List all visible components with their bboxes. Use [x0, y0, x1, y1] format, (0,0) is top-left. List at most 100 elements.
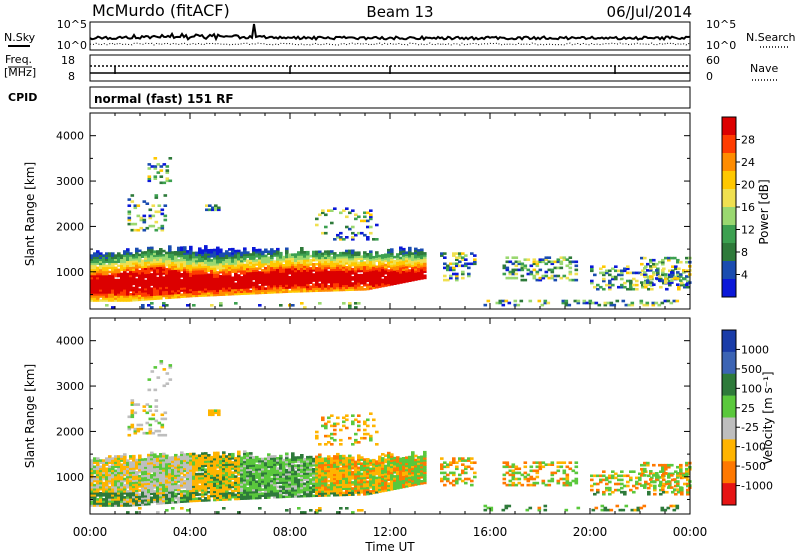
- heatmap-cell: [276, 272, 280, 275]
- heatmap-cell: [686, 285, 690, 289]
- heatmap-cell: [192, 278, 196, 281]
- heatmap-cell: [150, 486, 154, 489]
- heatmap-cell: [210, 281, 214, 285]
- heatmap-cell: [141, 472, 145, 476]
- heatmap-cell: [255, 472, 259, 475]
- heatmap-cell: [102, 461, 106, 464]
- heatmap-cell: [446, 264, 450, 268]
- heatmap-cell: [177, 258, 181, 262]
- heatmap-cell: [381, 258, 385, 261]
- heatmap-cell: [649, 269, 653, 272]
- heatmap-cell: [186, 485, 190, 489]
- heatmap-cell: [135, 272, 139, 275]
- heatmap-cell: [315, 287, 319, 290]
- heatmap-cell: [318, 254, 322, 258]
- heatmap-cell: [186, 473, 190, 477]
- heatmap-cell: [387, 271, 391, 274]
- heatmap-cell: [150, 283, 154, 286]
- heatmap-cell: [342, 471, 346, 474]
- heatmap-cell: [105, 504, 109, 507]
- heatmap-cell: [144, 271, 148, 275]
- heatmap-cell: [96, 492, 100, 495]
- heatmap-cell: [261, 289, 265, 292]
- heatmap-cell: [300, 261, 304, 264]
- heatmap-cell: [222, 455, 226, 458]
- heatmap-cell: [108, 274, 112, 278]
- heatmap-cell: [276, 274, 280, 278]
- heatmap-cell: [517, 260, 522, 264]
- heatmap-cell: [93, 492, 97, 495]
- heatmap-cell: [590, 267, 594, 271]
- heatmap-cell: [282, 284, 286, 287]
- heatmap-cell: [201, 279, 205, 283]
- heatmap-cell: [303, 253, 307, 256]
- heatmap-cell: [473, 262, 477, 266]
- heatmap-cell: [150, 250, 154, 254]
- heatmap-cell: [523, 266, 528, 270]
- heatmap-cell: [366, 236, 370, 239]
- heatmap-cell: [120, 500, 124, 503]
- heatmap-cell: [306, 252, 310, 256]
- heatmap-cell: [210, 494, 214, 498]
- heatmap-cell: [189, 280, 193, 284]
- heatmap-cell: [354, 271, 358, 275]
- heatmap-cell: [393, 282, 397, 285]
- heatmap-cell: [294, 265, 298, 269]
- heatmap-cell: [135, 255, 139, 259]
- heatmap-cell: [135, 270, 139, 273]
- heatmap-cell: [102, 490, 106, 493]
- heatmap-cell: [345, 259, 349, 263]
- heatmap-cell: [150, 267, 154, 270]
- heatmap-cell: [102, 287, 106, 290]
- heatmap-cell: [267, 272, 271, 276]
- heatmap-cell: [222, 488, 226, 491]
- heatmap-cell: [342, 268, 346, 271]
- heatmap-cell: [150, 488, 154, 491]
- heatmap-cell: [240, 292, 244, 295]
- heatmap-cell: [562, 256, 567, 259]
- heatmap-cell: [357, 482, 361, 486]
- heatmap-cell: [120, 287, 124, 290]
- heatmap-cell: [324, 276, 328, 280]
- heatmap-cell: [297, 267, 301, 271]
- heatmap-cell: [171, 497, 175, 500]
- heatmap-cell: [588, 299, 593, 303]
- heatmap-cell: [180, 469, 184, 473]
- heatmap-cell: [312, 285, 316, 288]
- heatmap-cell: [183, 483, 187, 487]
- heatmap-cell: [192, 481, 196, 484]
- heatmap-cell: [285, 276, 289, 279]
- heatmap-cell: [222, 498, 226, 501]
- heatmap-cell: [590, 269, 594, 273]
- heatmap-cell: [144, 484, 148, 488]
- heatmap-cell: [306, 492, 310, 496]
- heatmap-cell: [150, 455, 154, 459]
- heatmap-cell: [195, 278, 199, 281]
- heatmap-cell: [234, 497, 238, 501]
- heatmap-cell: [127, 216, 132, 220]
- heatmap-cell: [348, 211, 352, 215]
- heatmap-cell: [174, 476, 178, 479]
- heatmap-cell: [276, 250, 280, 253]
- heatmap-cell: [126, 297, 130, 300]
- heatmap-cell: [147, 464, 151, 467]
- heatmap-cell: [318, 277, 322, 280]
- heatmap-cell: [288, 278, 292, 281]
- heatmap-cell: [93, 299, 97, 302]
- heatmap-cell: [294, 488, 298, 492]
- heatmap-cell: [207, 462, 211, 465]
- heatmap-cell: [111, 475, 115, 479]
- heatmap-cell: [228, 274, 232, 278]
- heatmap-cell: [192, 462, 196, 466]
- heatmap-cell: [105, 293, 109, 296]
- heatmap-cell: [624, 303, 629, 307]
- heatmap-cell: [264, 291, 268, 294]
- heatmap-cell: [114, 293, 118, 296]
- heatmap-cell: [102, 467, 106, 471]
- heatmap-cell: [593, 285, 597, 289]
- heatmap-cell: [501, 303, 506, 307]
- heatmap-cell: [108, 498, 112, 501]
- heatmap-cell: [114, 477, 118, 481]
- heatmap-cell: [111, 278, 115, 282]
- heatmap-cell: [546, 301, 551, 305]
